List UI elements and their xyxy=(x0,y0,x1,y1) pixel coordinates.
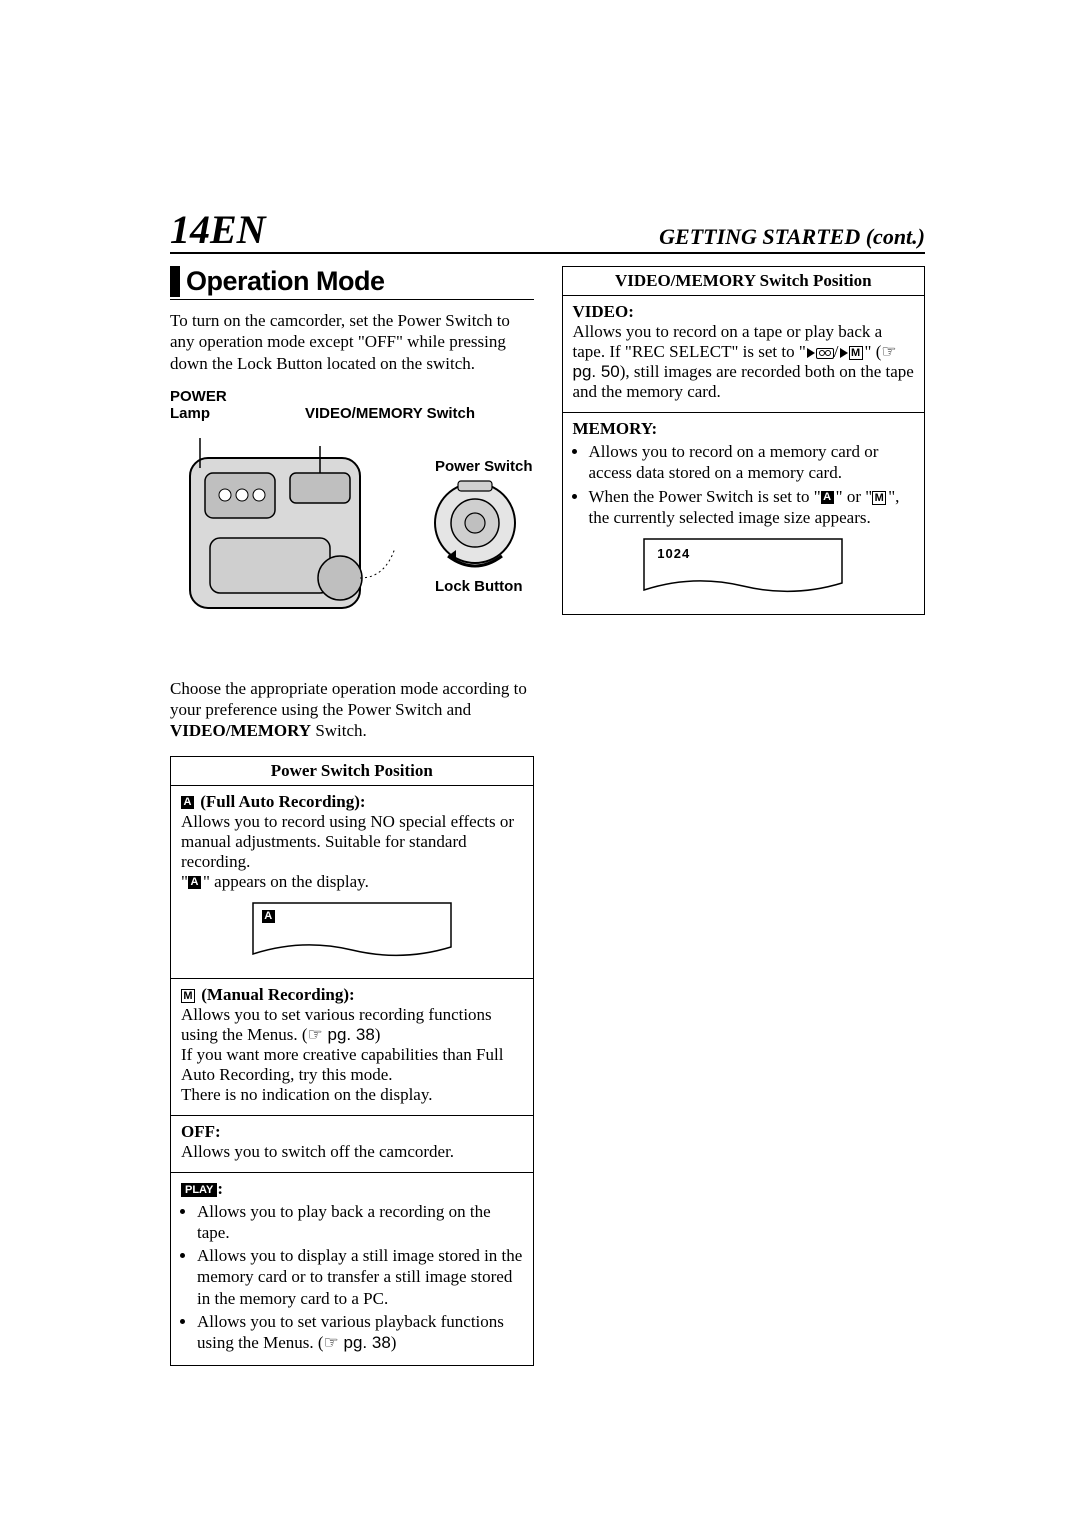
manual-line1b: ) xyxy=(375,1025,381,1044)
vm-switch-table-header: VIDEO/MEMORY Switch Position xyxy=(563,267,925,296)
video-c: ), still images are recorded both on the… xyxy=(573,362,914,401)
play-badge: PLAY xyxy=(181,1183,217,1197)
arrow-icon-1 xyxy=(807,348,815,358)
display-mock-memory: 1024 xyxy=(643,538,843,600)
m-mode-icon: M xyxy=(181,989,195,1003)
choose-paragraph: Choose the appropriate operation mode ac… xyxy=(170,678,534,742)
display-mock-full-auto: A xyxy=(252,902,452,964)
choose-a: Choose the appropriate operation mode ac… xyxy=(170,679,527,719)
memory-bullets: Allows you to record on a memory card or… xyxy=(573,441,915,528)
manual-line1: Allows you to set various recording func… xyxy=(181,1005,523,1045)
heading-bar xyxy=(170,266,180,297)
cell-video: VIDEO: Allows you to record on a tape or… xyxy=(563,296,925,413)
cell-play: PLAY: Allows you to play back a recordin… xyxy=(171,1173,533,1366)
appears-a: " xyxy=(181,872,188,891)
full-auto-text: Allows you to record using NO special ef… xyxy=(181,812,523,872)
video-label: VIDEO: xyxy=(573,302,915,322)
intro-paragraph: To turn on the camcorder, set the Power … xyxy=(170,310,534,374)
memory-b2: When the Power Switch is set to "A" or "… xyxy=(589,486,915,529)
full-auto-heading: A (Full Auto Recording): xyxy=(181,792,523,812)
power-dial-illustration xyxy=(430,478,520,568)
right-column: VIDEO/MEMORY Switch Position VIDEO: Allo… xyxy=(562,266,926,1366)
display-size-indicator: 1024 xyxy=(657,546,690,561)
full-auto-label: (Full Auto Recording): xyxy=(196,792,366,811)
cell-memory: MEMORY: Allows you to record on a memory… xyxy=(563,413,925,614)
manual-label: (Manual Recording): xyxy=(197,985,355,1004)
play-colon: : xyxy=(217,1179,223,1198)
power-switch-table: Power Switch Position A (Full Auto Recor… xyxy=(170,756,534,1367)
left-column: Operation Mode To turn on the camcorder,… xyxy=(170,266,534,1366)
heading-rule xyxy=(170,299,534,300)
memory-b2a: When the Power Switch is set to " xyxy=(589,487,821,506)
m-mode-icon-right: M xyxy=(872,491,886,505)
camera-illustration xyxy=(170,428,400,638)
cell-full-auto: A (Full Auto Recording): Allows you to r… xyxy=(171,786,533,979)
play-heading: PLAY: xyxy=(181,1179,523,1199)
a-mode-icon: A xyxy=(181,796,194,809)
appears-b: " appears on the display. xyxy=(203,872,369,891)
display-a-icon: A xyxy=(262,910,275,923)
page-number-block: 14EN xyxy=(170,210,266,250)
content-columns: Operation Mode To turn on the camcorder,… xyxy=(170,266,925,1366)
cell-manual: M (Manual Recording): Allows you to set … xyxy=(171,979,533,1116)
off-label: OFF: xyxy=(181,1122,523,1142)
play-b3: Allows you to set various playback funct… xyxy=(197,1311,523,1354)
play-b3ref: ☞ pg. 38 xyxy=(324,1333,391,1352)
heading-text: Operation Mode xyxy=(186,266,385,297)
cell-off: OFF: Allows you to switch off the camcor… xyxy=(171,1116,533,1173)
manual-heading: M (Manual Recording): xyxy=(181,985,523,1005)
manual-line2: If you want more creative capabilities t… xyxy=(181,1045,523,1085)
label-vm-switch: VIDEO/MEMORY Switch xyxy=(305,405,475,422)
m-card-icon: M xyxy=(849,346,863,360)
off-text: Allows you to switch off the camcorder. xyxy=(181,1142,523,1162)
video-b: " ( xyxy=(865,342,882,361)
play-b2: Allows you to display a still image stor… xyxy=(197,1245,523,1309)
video-text: Allows you to record on a tape or play b… xyxy=(573,322,915,402)
play-b1: Allows you to play back a recording on t… xyxy=(197,1201,523,1244)
operation-mode-heading: Operation Mode xyxy=(170,266,534,297)
video-a: Allows you to record on a tape or play b… xyxy=(573,322,883,361)
label-power: POWER xyxy=(170,388,227,405)
full-auto-appears: "A" appears on the display. xyxy=(181,872,523,892)
choose-c: Switch. xyxy=(311,721,367,740)
label-power-switch: Power Switch xyxy=(435,458,533,475)
section-title: GETTING STARTED (cont.) xyxy=(659,224,925,250)
memory-b1: Allows you to record on a memory card or… xyxy=(589,441,915,484)
tape-icon xyxy=(816,348,834,359)
play-bullets: Allows you to play back a recording on t… xyxy=(181,1201,523,1354)
label-lamp: Lamp xyxy=(170,405,210,422)
play-b3b: ) xyxy=(391,1333,397,1352)
camera-diagram: POWER Lamp VIDEO/MEMORY Switch Power Swi… xyxy=(170,388,534,668)
power-switch-table-header: Power Switch Position xyxy=(171,757,533,786)
arrow-icon-2 xyxy=(840,348,848,358)
choose-b: VIDEO/MEMORY xyxy=(170,721,311,740)
a-mode-icon-right: A xyxy=(821,491,834,504)
manual-ref1: ☞ pg. 38 xyxy=(308,1025,375,1044)
page: 14EN GETTING STARTED (cont.) Operation M… xyxy=(0,0,1080,1528)
a-mode-icon-inline: A xyxy=(188,876,201,889)
page-header: 14EN GETTING STARTED (cont.) xyxy=(170,210,925,254)
page-lang: EN xyxy=(210,207,266,252)
memory-b2b: " or " xyxy=(836,487,873,506)
memory-label: MEMORY: xyxy=(573,419,915,439)
page-number: 14 xyxy=(170,207,210,252)
vm-switch-table: VIDEO/MEMORY Switch Position VIDEO: Allo… xyxy=(562,266,926,615)
manual-line3: There is no indication on the display. xyxy=(181,1085,523,1105)
label-lock-button: Lock Button xyxy=(435,578,523,595)
